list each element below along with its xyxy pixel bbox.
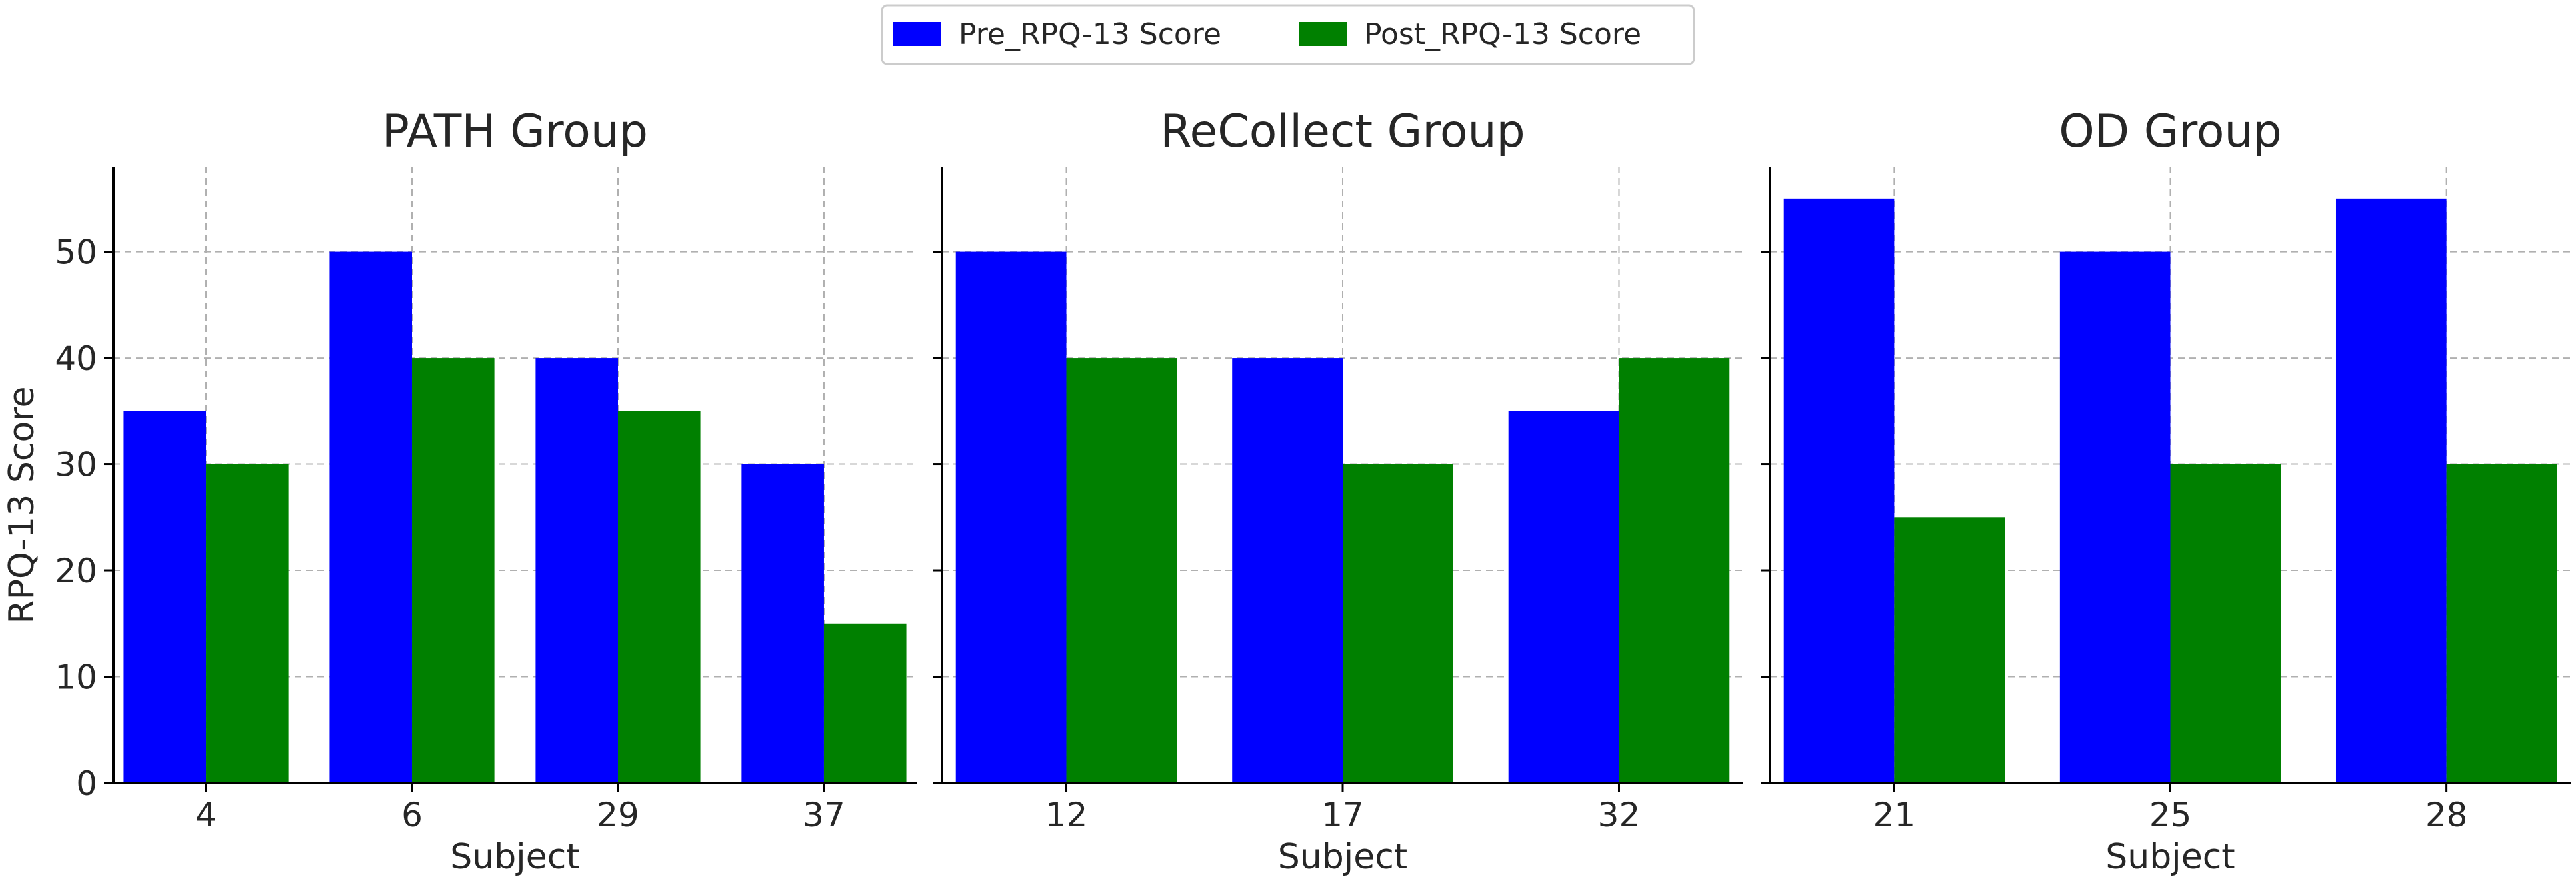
bar-post-rpq-13-score-subject-25: [2170, 464, 2281, 783]
x-tick-label-17: 17: [1321, 796, 1364, 834]
legend-swatch-pre: [893, 22, 941, 46]
y-tick-label: 50: [55, 233, 97, 272]
panel-title: PATH Group: [382, 105, 648, 158]
y-tick-label: 30: [55, 446, 97, 484]
legend-swatch-post: [1299, 22, 1347, 46]
bar-pre-rpq-13-score-subject-25: [2059, 251, 2171, 784]
x-tick-label-6: 6: [401, 796, 423, 834]
y-tick-label: 20: [55, 552, 97, 590]
legend-frame: [881, 4, 1695, 65]
panel-od-group: 21 25 28 OD Group Subject: [1761, 105, 2571, 877]
x-tick-label-32: 32: [1598, 796, 1641, 834]
chart-panels: 0 10 20 30 40 50 4 6 29 37 PATH Group Subject 12 17 32…: [55, 105, 2571, 877]
bar-pre-rpq-13-score-subject-37: [741, 464, 824, 783]
bar-post-rpq-13-score-subject-4: [206, 464, 289, 783]
legend-label-pre: Pre_RPQ-13 Score: [959, 17, 1221, 51]
x-axis-label: Subject: [1278, 837, 1407, 877]
bar-pre-rpq-13-score-subject-29: [535, 358, 618, 783]
x-tick-label-29: 29: [597, 796, 639, 834]
bar-pre-rpq-13-score-subject-12: [955, 251, 1067, 784]
bar-post-rpq-13-score-subject-32: [1619, 358, 1730, 783]
bar-pre-rpq-13-score-subject-32: [1508, 411, 1619, 783]
bar-post-rpq-13-score-subject-29: [617, 411, 701, 783]
bar-pre-rpq-13-score-subject-21: [1783, 198, 1895, 783]
y-tick-label: 0: [76, 764, 97, 803]
x-tick-label-25: 25: [2149, 796, 2192, 834]
y-tick-label: 10: [55, 658, 97, 697]
bar-pre-rpq-13-score-subject-17: [1232, 358, 1343, 783]
x-axis-label: Subject: [450, 837, 579, 877]
x-tick-label-21: 21: [1873, 796, 1916, 834]
panel-path-group: 0 10 20 30 40 50 4 6 29 37 PATH Group Subject: [55, 105, 917, 877]
bar-post-rpq-13-score-subject-6: [412, 358, 495, 783]
bar-post-rpq-13-score-subject-37: [823, 623, 907, 783]
legend: Pre_RPQ-13 Score Post_RPQ-13 Score: [881, 4, 1695, 65]
x-tick-label-4: 4: [195, 796, 217, 834]
panel-recollect-group: 12 17 32 ReCollect Group Subject: [933, 105, 1743, 877]
y-axis-label: RPQ-13 Score: [2, 387, 42, 624]
x-tick-label-37: 37: [803, 796, 845, 834]
x-tick-label-28: 28: [2425, 796, 2468, 834]
bar-pre-rpq-13-score-subject-28: [2335, 198, 2447, 783]
x-tick-label-12: 12: [1045, 796, 1088, 834]
bar-post-rpq-13-score-subject-28: [2446, 464, 2557, 783]
x-axis-label: Subject: [2105, 837, 2235, 877]
bar-post-rpq-13-score-subject-21: [1894, 517, 2005, 783]
bar-pre-rpq-13-score-subject-4: [123, 411, 207, 783]
legend-label-post: Post_RPQ-13 Score: [1364, 17, 1641, 51]
bar-post-rpq-13-score-subject-12: [1066, 358, 1177, 783]
bar-post-rpq-13-score-subject-17: [1343, 464, 1453, 783]
bar-pre-rpq-13-score-subject-6: [329, 251, 413, 784]
y-tick-label: 40: [55, 339, 97, 378]
panel-title: OD Group: [2059, 105, 2282, 158]
panel-title: ReCollect Group: [1160, 105, 1525, 158]
